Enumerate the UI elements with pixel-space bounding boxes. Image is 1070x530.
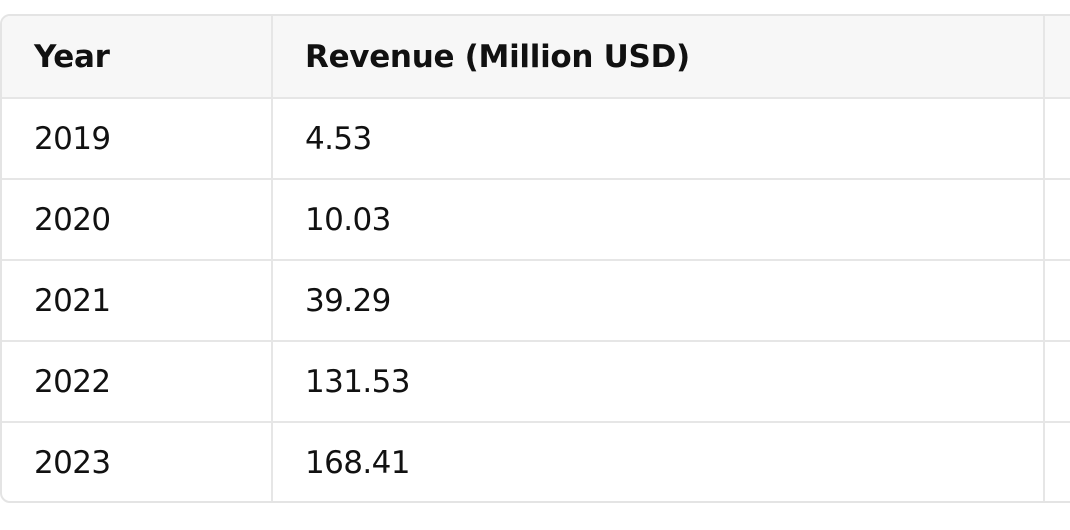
cell-revenue: 39.29	[272, 260, 1045, 342]
revenue-table: Year Revenue (Million USD) 2019 4.53 202…	[2, 16, 1070, 501]
cell-year: 2021	[2, 260, 273, 342]
data-table-container: Year Revenue (Million USD) 2019 4.53 202…	[0, 14, 1070, 503]
cell-revenue: 131.53	[272, 341, 1045, 423]
table-row: 2021 39.29	[2, 260, 1070, 342]
cell-revenue: 10.03	[272, 179, 1045, 261]
cell-year: 2019	[2, 98, 273, 180]
cell-extra	[1044, 179, 1070, 261]
cell-extra	[1044, 422, 1070, 501]
table-row: 2023 168.41	[2, 422, 1070, 501]
cell-year: 2022	[2, 341, 273, 423]
table-header-row: Year Revenue (Million USD)	[2, 16, 1070, 99]
column-header-revenue: Revenue (Million USD)	[272, 16, 1045, 99]
cell-year: 2023	[2, 422, 273, 501]
column-header-extra	[1044, 16, 1070, 99]
cell-revenue: 4.53	[272, 98, 1045, 180]
cell-revenue: 168.41	[272, 422, 1045, 501]
table-row: 2019 4.53	[2, 98, 1070, 180]
cell-extra	[1044, 341, 1070, 423]
cell-year: 2020	[2, 179, 273, 261]
table-row: 2020 10.03	[2, 179, 1070, 261]
column-header-year: Year	[2, 16, 273, 99]
table-row: 2022 131.53	[2, 341, 1070, 423]
cell-extra	[1044, 260, 1070, 342]
cell-extra	[1044, 98, 1070, 180]
